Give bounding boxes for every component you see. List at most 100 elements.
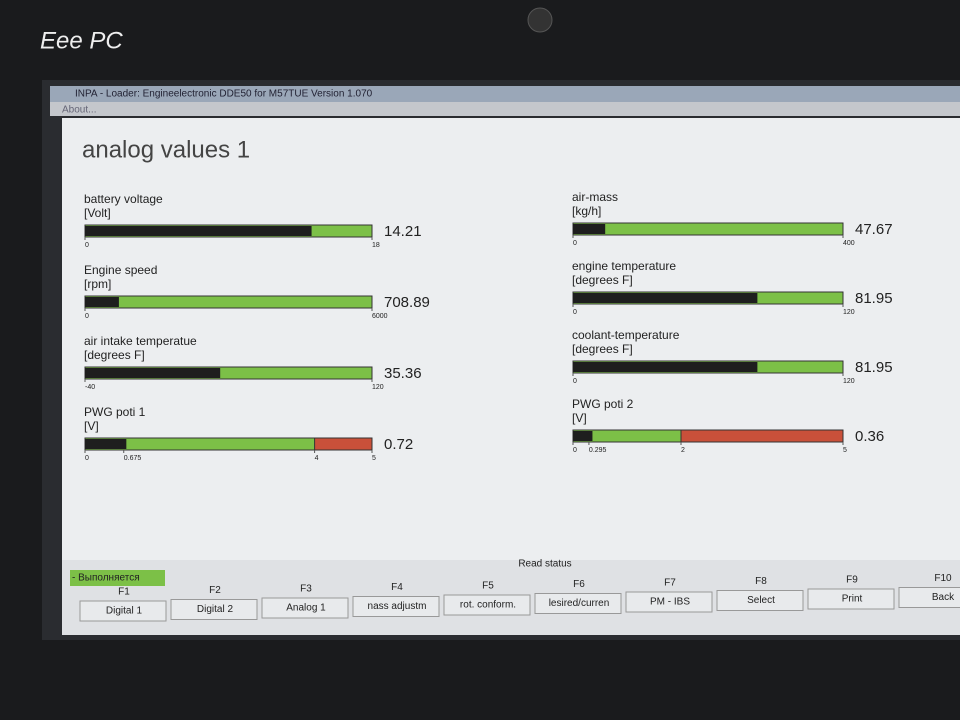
group-label: Read status	[518, 559, 571, 570]
gauge-tick-label: 0.295	[589, 447, 607, 454]
fkey-name: F4	[391, 582, 403, 593]
fkey-name: F9	[846, 575, 858, 586]
gauge-label: air intake temperatue	[84, 334, 197, 348]
gauge-tick-label: -40	[85, 384, 95, 391]
status-box	[70, 570, 165, 586]
gauge-fill	[573, 431, 593, 441]
fkey-button[interactable]	[79, 600, 167, 622]
gauge-label: PWG poti 2	[572, 397, 634, 411]
gauge-tick-label: 6000	[372, 313, 388, 320]
fkey-button[interactable]	[170, 599, 258, 620]
gauge-label: PWG poti 1	[84, 405, 146, 419]
gauge-label: air-mass	[572, 190, 618, 204]
gauge-label: battery voltage	[84, 192, 163, 206]
gauge-track	[572, 222, 844, 236]
gauge-fill	[85, 368, 221, 378]
function-keys: F1 Digital 1 F2 Digital 2 F3 Analog 1 F4 nass a…	[79, 573, 960, 622]
gauge-value: 81.95	[855, 359, 893, 376]
gauge-tick-label: 120	[843, 378, 855, 385]
fkey-button[interactable]	[352, 596, 440, 617]
gauge-value: 47.67	[855, 221, 893, 238]
gauge-fill	[573, 362, 758, 372]
gauge-label: coolant-temperature	[572, 328, 680, 342]
fkey-name: F3	[300, 584, 312, 595]
gauge-unit: [rpm]	[84, 277, 111, 291]
gauge-fill	[573, 293, 758, 303]
gauge-tick-label: 400	[843, 240, 855, 247]
fkey-label[interactable]: lesired/curren	[549, 598, 610, 609]
fkey-label[interactable]: Digital 1	[106, 606, 143, 617]
gauge-unit: [kg/h]	[572, 204, 601, 218]
gauge-unit: [Volt]	[84, 206, 111, 220]
gauge-tick-label: 0.675	[124, 455, 142, 462]
gauge-tick-label: 4	[315, 455, 319, 462]
gauge-tick-label: 5	[372, 455, 376, 462]
fkey-name: F10	[934, 573, 952, 584]
fkey-name: F7	[664, 578, 676, 589]
gauge-tick-label: 18	[372, 242, 380, 249]
fkey-name: F2	[209, 585, 221, 596]
gauge-limit-zone	[680, 429, 844, 443]
fkey-button[interactable]	[534, 593, 622, 614]
gauge-value: 708.89	[384, 294, 430, 311]
gauge-tick-label: 0	[573, 447, 577, 454]
fkey-label[interactable]: Analog 1	[286, 603, 326, 614]
gauge-unit: [V]	[572, 411, 587, 425]
gauge-value: 14.21	[384, 223, 422, 240]
fkey-label[interactable]: Select	[747, 595, 775, 606]
gauge-tick-label: 0	[573, 240, 577, 247]
fkey-label[interactable]: Print	[842, 594, 863, 605]
gauge-unit: [V]	[84, 419, 99, 433]
heading: analog values 1	[82, 136, 250, 163]
gauge-value: 35.36	[384, 365, 422, 382]
fkey-button[interactable]	[807, 588, 895, 610]
gauge-value: 0.36	[855, 428, 884, 445]
fkey-name: F5	[482, 581, 494, 592]
gauge-tick-label: 0	[85, 313, 89, 320]
gauge-label: Engine speed	[84, 263, 157, 277]
fkey-label[interactable]: Back	[932, 592, 955, 603]
gauges: battery voltage[Volt] 0 18 14.21 Engine spee…	[84, 190, 893, 462]
status-text: - Выполняется	[72, 573, 140, 584]
fkey-label[interactable]: rot. conform.	[460, 600, 516, 611]
fkey-name: F8	[755, 576, 767, 587]
fkey-button[interactable]	[261, 597, 349, 619]
gauge-unit: [degrees F]	[572, 273, 633, 287]
gauge-track	[84, 295, 373, 309]
brand: Eee PC	[40, 27, 123, 54]
gauge-fill	[85, 226, 312, 236]
gauge-tick-label: 120	[372, 384, 384, 391]
gauge-value: 81.95	[855, 290, 893, 307]
gauge-limit-zone	[314, 437, 373, 451]
gauge-unit: [degrees F]	[572, 342, 633, 356]
gauge-fill	[85, 439, 127, 449]
fkey-label[interactable]: Digital 2	[197, 604, 234, 615]
fkey-button[interactable]	[716, 590, 804, 611]
fkey-name: F6	[573, 579, 585, 590]
gauge-unit: [degrees F]	[84, 348, 145, 362]
gauge-tick-label: 0	[85, 242, 89, 249]
fkey-label[interactable]: PM - IBS	[650, 597, 690, 608]
fkey-label[interactable]: nass adjustm	[368, 601, 427, 612]
title-bar	[50, 86, 960, 102]
gauge-fill	[85, 297, 119, 307]
gauge-tick-label: 0	[573, 378, 577, 385]
fkey-button[interactable]	[898, 587, 960, 608]
menu-bar	[50, 102, 960, 116]
gauge-value: 0.72	[384, 436, 413, 453]
camera	[527, 7, 553, 33]
fkey-button[interactable]	[443, 594, 531, 616]
gauge-fill	[573, 224, 606, 234]
fkey-button[interactable]	[625, 591, 713, 613]
gauge-tick-label: 0	[85, 455, 89, 462]
fkey-name: F1	[118, 587, 130, 598]
menu-item[interactable]: About...	[62, 105, 96, 116]
gauge-label: engine temperature	[572, 259, 676, 273]
gauge-tick-label: 5	[843, 447, 847, 454]
content	[62, 118, 960, 560]
gauge-tick-label: 2	[681, 447, 685, 454]
gauge-tick-label: 120	[843, 309, 855, 316]
gauge-tick-label: 0	[573, 309, 577, 316]
window-title: INPA - Loader: Engineelectronic DDE50 fo…	[75, 89, 373, 100]
